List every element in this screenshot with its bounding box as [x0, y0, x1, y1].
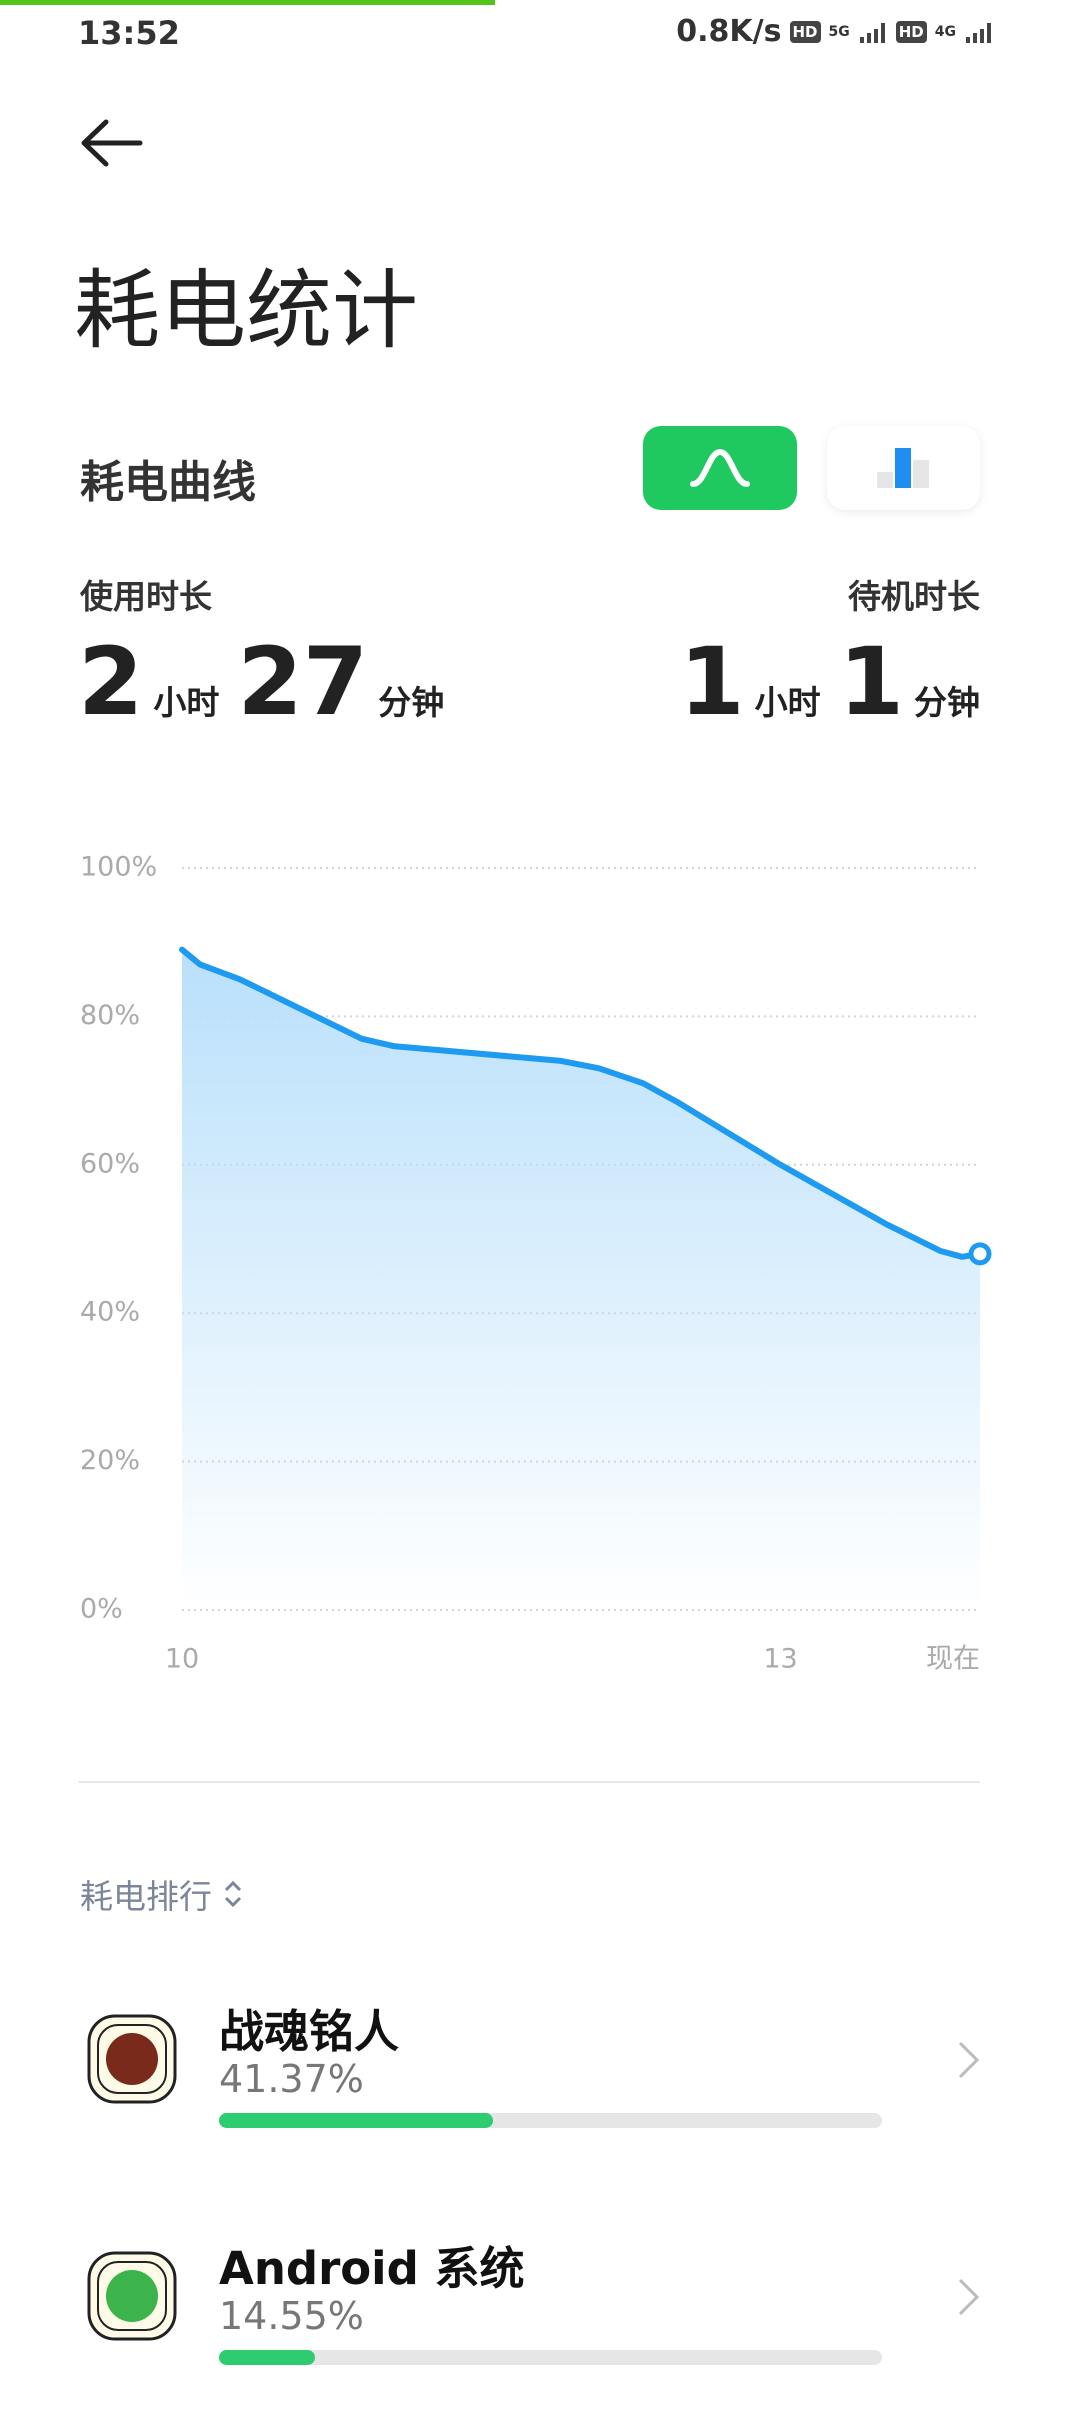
standby-hours: 1 — [679, 628, 745, 737]
app-name: Android 系统 — [219, 2242, 525, 2295]
bar-icon — [877, 448, 929, 488]
x-tick-label: 10 — [165, 1644, 199, 1675]
standby-minutes: 1 — [838, 628, 904, 737]
app-icon — [87, 2251, 177, 2341]
x-tick-label: 现在 — [926, 1644, 980, 1675]
unit: 分钟 — [378, 683, 445, 722]
chevron — [958, 2278, 980, 2316]
sort-icon — [224, 1880, 242, 1908]
usage-hours: 2 — [78, 628, 144, 737]
app-share: 14.55% — [219, 2294, 364, 2338]
battery-chart: 0% 20% 40% 60% 80% 100% 10 13 现在 — [80, 852, 992, 1675]
x-tick-label: 13 — [763, 1644, 797, 1675]
share-bar — [219, 2113, 494, 2128]
y-tick-label: 100% — [80, 852, 157, 883]
status-icons: 0.8K/s HD 5G HD 4G — [676, 14, 994, 49]
back-button[interactable] — [80, 118, 146, 168]
ranking-sort[interactable]: 耗电排行 — [80, 1870, 244, 1918]
standby-duration: 1 小时 1 分钟 — [679, 628, 980, 737]
standby-label: 待机时长 — [848, 577, 980, 616]
unit: 分钟 — [914, 683, 980, 722]
net-speed: 0.8K/s — [676, 14, 782, 49]
progress-strip — [0, 0, 495, 5]
curve-toggle[interactable] — [643, 426, 797, 510]
y-tick-label: 60% — [80, 1148, 140, 1179]
app-row[interactable]: Android 系统 14.55% — [0, 2232, 1080, 2432]
app-share: 41.37% — [219, 2057, 364, 2101]
share-track — [219, 2113, 882, 2128]
app-name: 战魂铭人 — [219, 2005, 400, 2058]
signal — [966, 22, 991, 43]
y-tick-label: 20% — [80, 1445, 140, 1476]
area-fill — [182, 949, 980, 1610]
app-icon — [87, 2014, 177, 2104]
section-title: 耗电曲线 — [80, 457, 256, 508]
net-type: 4G — [934, 23, 956, 40]
y-tick-label: 0% — [80, 1594, 123, 1625]
bar-toggle[interactable] — [827, 426, 980, 510]
usage-label: 使用时长 — [80, 577, 212, 616]
signal — [859, 22, 885, 43]
usage-duration: 2 小时 27 分钟 — [78, 628, 444, 737]
app-row[interactable]: 战魂铭人 41.37% — [0, 1995, 1080, 2195]
curve-icon — [690, 448, 750, 487]
y-tick-label: 80% — [80, 1000, 140, 1031]
unit: 小时 — [153, 683, 220, 722]
chevron — [958, 2041, 980, 2079]
divider — [78, 1781, 980, 1783]
status-time: 13:52 — [78, 14, 180, 52]
share-bar — [219, 2350, 316, 2365]
net-type: 5G — [828, 23, 850, 40]
unit: 小时 — [754, 683, 821, 722]
share-track — [219, 2350, 882, 2365]
battery-line — [179, 946, 983, 1260]
current-point — [968, 1242, 992, 1266]
hd-badge: HD — [895, 20, 927, 43]
page-title: 耗电统计 — [74, 261, 418, 361]
y-tick-label: 40% — [80, 1297, 140, 1328]
ranking-title: 耗电排行 — [80, 1877, 212, 1916]
usage-minutes: 27 — [237, 628, 369, 737]
hd-badge: HD — [789, 20, 821, 43]
